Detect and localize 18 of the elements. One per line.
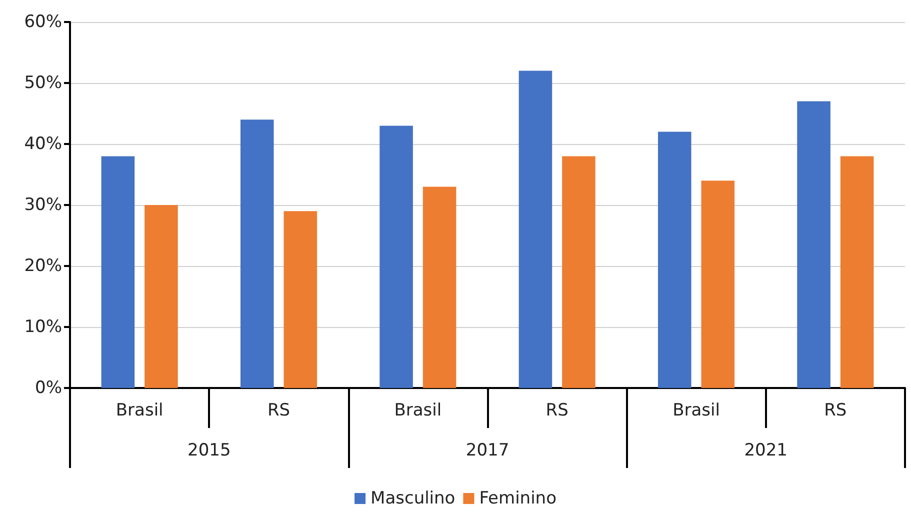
x-tick-label: Brasil [672,400,720,420]
y-tick-label: 60% [24,12,62,32]
text: 2021 [744,440,788,460]
x-tick-label: RS [267,400,290,420]
legend-label: Feminino [479,488,556,508]
text: 2015 [188,440,231,460]
y-tick-label: 20% [24,256,62,276]
legend-label: Masculino [370,488,456,508]
x-tick-label: Brasil [116,400,164,420]
y-tick-label: 10% [24,317,62,337]
x-tick-label: RS [546,400,568,420]
y-tick-label: 30% [24,195,62,215]
text: 2017 [466,440,510,460]
y-tick-label: 0% [35,378,62,398]
x-tick-label: Brasil [394,400,442,420]
y-tick-label: 50% [24,73,62,93]
y-tick-label: 40% [24,134,62,154]
x-tick-label: RS [824,400,847,420]
